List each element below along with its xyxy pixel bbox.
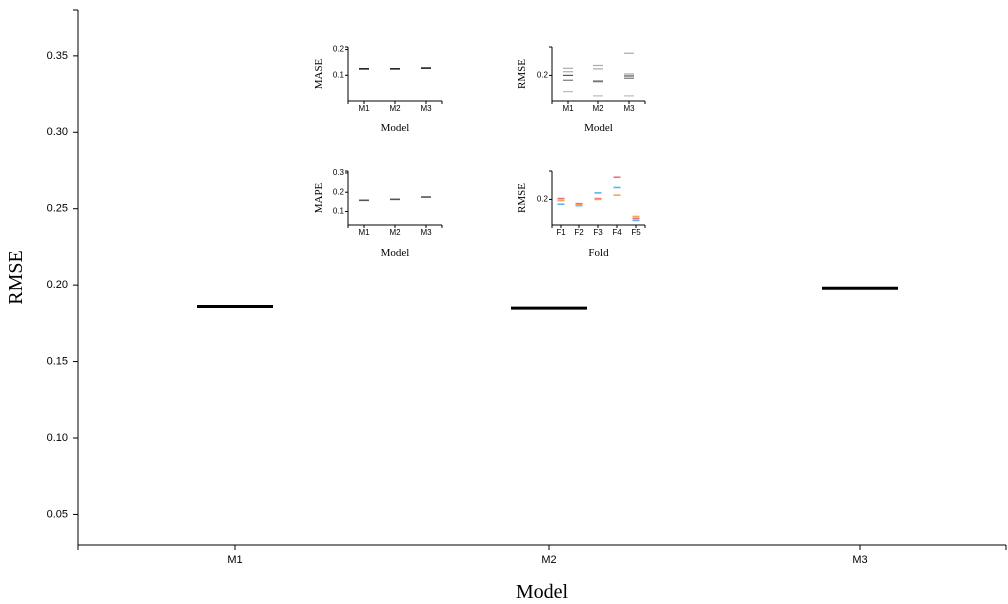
main-x-axis-title: Model xyxy=(516,581,569,603)
main-y-tick-label: 0.20 xyxy=(47,279,68,291)
inset-rmse-fold-y-axis-title: RMSE xyxy=(516,183,528,213)
main-y-tick-label: 0.35 xyxy=(47,50,68,62)
main-y-tick-label: 0.15 xyxy=(47,355,68,367)
main-x-tick-label-m3: M3 xyxy=(852,554,867,566)
inset-rmse-model-chart: 0.2 M1 M2 M3 Model RMSE xyxy=(516,46,646,134)
inset-mase-x-tick-label-m1: M1 xyxy=(358,104,370,113)
inset-rmse-model-y-axis-title: RMSE xyxy=(516,59,528,89)
inset-mape-y-tick-label: 0.3 xyxy=(333,168,345,177)
inset-mase-x-tick-label-m2: M2 xyxy=(389,104,401,113)
main-x-tick-label-m2: M2 xyxy=(541,554,556,566)
main-x-tick-label-m1: M1 xyxy=(227,554,242,566)
inset-mape-x-tick-label-m1: M1 xyxy=(358,228,370,237)
inset-rmse-model-x-tick-label-m3: M3 xyxy=(623,104,635,113)
main-y-axis-title: RMSE xyxy=(5,250,27,304)
main-chart: 0.05 0.10 0.15 0.20 0.25 0.30 0.35 M1 M2 M3 Model R… xyxy=(5,9,1007,603)
main-y-tick-label: 0.05 xyxy=(47,508,68,520)
inset-rmse-model-x-tick-label-m1: M1 xyxy=(562,104,574,113)
inset-rmse-fold-x-tick-label-f3: F3 xyxy=(593,228,603,237)
inset-rmse-fold-x-tick-label-f5: F5 xyxy=(631,228,641,237)
inset-mase-x-axis-title: Model xyxy=(381,122,410,134)
main-y-tick-label: 0.25 xyxy=(47,203,68,215)
inset-mape-y-tick-label: 0.2 xyxy=(333,187,345,196)
inset-mase-y-tick-label: 0.2 xyxy=(333,45,345,54)
inset-mape-x-tick-label-m2: M2 xyxy=(389,228,401,237)
inset-mape-x-tick-label-m3: M3 xyxy=(420,228,432,237)
inset-rmse-model-x-axis-title: Model xyxy=(584,122,613,134)
inset-rmse-fold-x-tick-label-f1: F1 xyxy=(556,228,566,237)
inset-rmse-model-y-tick-label: 0.2 xyxy=(537,71,549,80)
inset-rmse-model-x-tick-label-m2: M2 xyxy=(592,104,604,113)
inset-mape-y-tick-label: 0.1 xyxy=(333,207,345,216)
inset-rmse-fold-x-tick-label-f4: F4 xyxy=(612,228,622,237)
inset-mape-y-axis-title: MAPE xyxy=(313,182,325,213)
main-y-tick-label: 0.10 xyxy=(47,432,68,444)
inset-rmse-fold-chart: 0.2 F1 F2 F3 F4 F5 Fold RMSE xyxy=(516,170,646,259)
inset-mape-x-axis-title: Model xyxy=(381,247,410,259)
inset-mase-y-tick-label: 0.1 xyxy=(333,70,345,79)
inset-rmse-fold-y-tick-label: 0.2 xyxy=(537,195,549,204)
inset-mase-x-tick-label-m3: M3 xyxy=(420,104,432,113)
inset-mase-chart: 0.1 0.2 M1 M2 M3 Model MASE xyxy=(313,45,443,134)
inset-mape-chart: 0.1 0.2 0.3 M1 M2 M3 Model MAPE xyxy=(313,168,443,259)
inset-mase-y-axis-title: MASE xyxy=(313,58,325,89)
inset-rmse-fold-x-axis-title: Fold xyxy=(588,247,609,259)
main-y-tick-label: 0.30 xyxy=(47,126,68,138)
inset-rmse-fold-x-tick-label-f2: F2 xyxy=(574,228,584,237)
